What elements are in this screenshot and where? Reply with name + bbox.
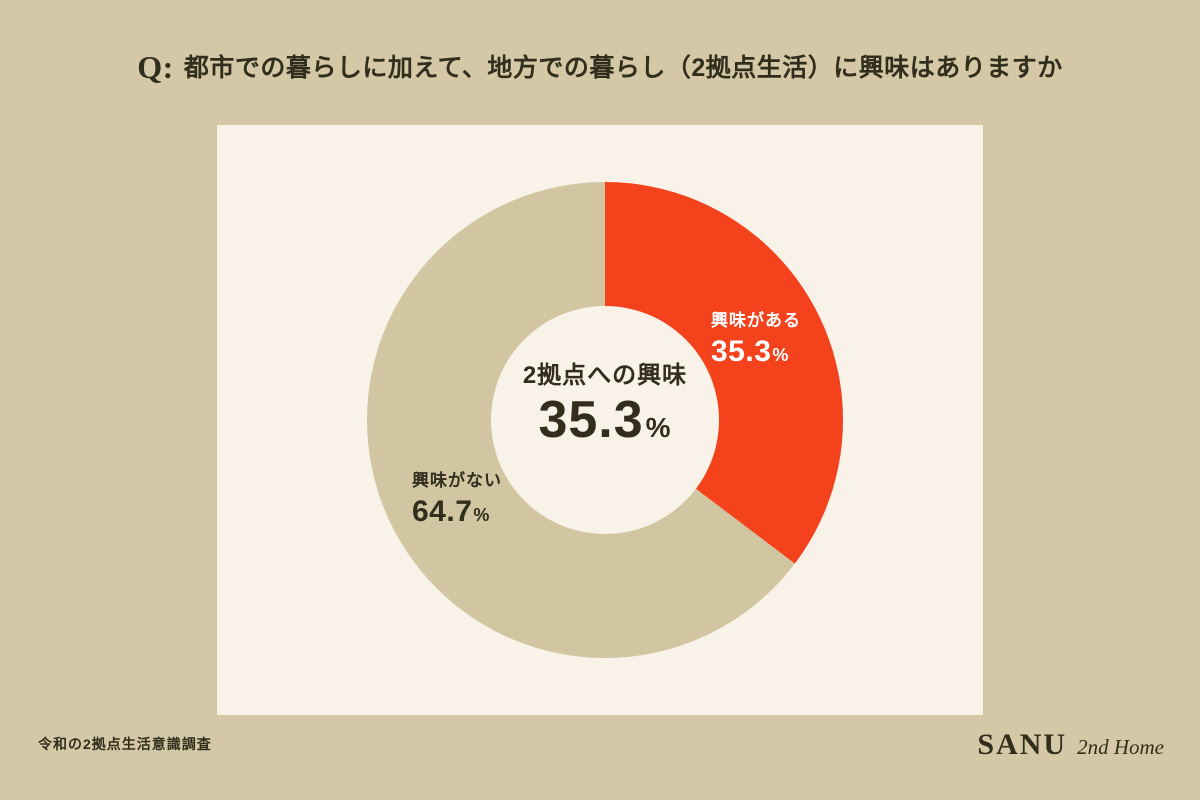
question-text: 都市での暮らしに加えて、地方での暮らし（2拠点生活）に興味はありますか <box>183 54 1063 82</box>
question-prefix: Q: <box>137 49 174 85</box>
slice-interested-number: 35.3 <box>711 335 772 369</box>
slice-not-interested-number: 64.7 <box>412 495 473 529</box>
slice-interested-value: 35.3% <box>711 333 801 371</box>
donut-center-label: 2拠点への興味 <box>522 362 688 389</box>
slice-interested-name: 興味がある <box>711 311 801 330</box>
donut-center-percent-sign: % <box>645 412 672 443</box>
page-title: Q: 都市での暮らしに加えて、地方での暮らし（2拠点生活）に興味はありますか <box>0 48 1200 86</box>
slice-interested-percent-sign: % <box>772 345 789 366</box>
brand-logo: SANU 2nd Home <box>977 728 1164 762</box>
donut-center-text: 2拠点への興味 35.3% <box>455 355 755 446</box>
brand-name: SANU <box>977 728 1068 761</box>
slice-not-interested-name: 興味がない <box>412 471 502 490</box>
slice-label-not-interested: 興味がない 64.7% <box>412 470 502 531</box>
donut-center-number: 35.3 <box>538 391 644 449</box>
slice-label-interested: 興味がある 35.3% <box>711 310 801 371</box>
survey-source-note: 令和の2拠点生活意識調査 <box>38 736 212 752</box>
chart-card: 2拠点への興味 35.3% 興味がある 35.3% 興味がない 64.7% <box>217 125 983 715</box>
slice-not-interested-value: 64.7% <box>412 493 502 531</box>
slice-not-interested-percent-sign: % <box>473 505 490 526</box>
donut-center-value: 35.3% <box>455 394 755 446</box>
donut-hole <box>491 306 719 534</box>
brand-suffix: 2nd Home <box>1077 735 1164 759</box>
